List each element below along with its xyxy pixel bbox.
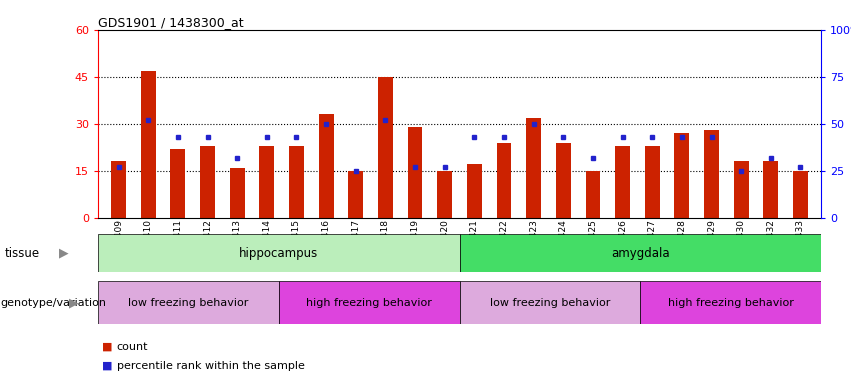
Text: ▶: ▶ (59, 247, 69, 259)
Bar (460, 234, 821, 272)
Text: high freezing behavior: high freezing behavior (668, 298, 794, 308)
Bar (556, 142, 571, 218)
Bar (170, 149, 186, 217)
Text: percentile rank within the sample: percentile rank within the sample (117, 361, 305, 370)
Text: genotype/variation: genotype/variation (1, 298, 107, 308)
Bar (585, 171, 600, 217)
Bar (98, 234, 460, 272)
Bar (111, 161, 126, 218)
Bar (526, 117, 541, 218)
Bar (260, 146, 274, 218)
Bar (289, 146, 304, 218)
Bar (615, 146, 630, 218)
Text: amygdala: amygdala (611, 247, 670, 259)
Bar (98, 281, 278, 324)
Bar (278, 281, 460, 324)
Bar (141, 70, 156, 217)
Bar (793, 171, 808, 217)
Text: count: count (117, 342, 148, 352)
Bar (640, 281, 821, 324)
Text: low freezing behavior: low freezing behavior (490, 298, 610, 308)
Bar (467, 164, 482, 218)
Bar (763, 161, 778, 218)
Text: high freezing behavior: high freezing behavior (306, 298, 432, 308)
Bar (497, 142, 511, 218)
Text: ▶: ▶ (69, 296, 79, 309)
Bar (704, 130, 719, 218)
Bar (348, 171, 363, 217)
Text: ■: ■ (102, 361, 112, 370)
Bar (230, 168, 244, 217)
Text: GDS1901 / 1438300_at: GDS1901 / 1438300_at (98, 16, 243, 29)
Bar (319, 114, 334, 218)
Bar (437, 171, 452, 217)
Bar (460, 281, 640, 324)
Text: tissue: tissue (4, 247, 39, 259)
Bar (378, 77, 393, 218)
Text: ■: ■ (102, 342, 112, 352)
Bar (734, 161, 749, 218)
Bar (675, 133, 689, 218)
Text: low freezing behavior: low freezing behavior (129, 298, 248, 308)
Text: hippocampus: hippocampus (239, 247, 318, 259)
Bar (408, 127, 422, 218)
Bar (645, 146, 660, 218)
Bar (200, 146, 215, 218)
